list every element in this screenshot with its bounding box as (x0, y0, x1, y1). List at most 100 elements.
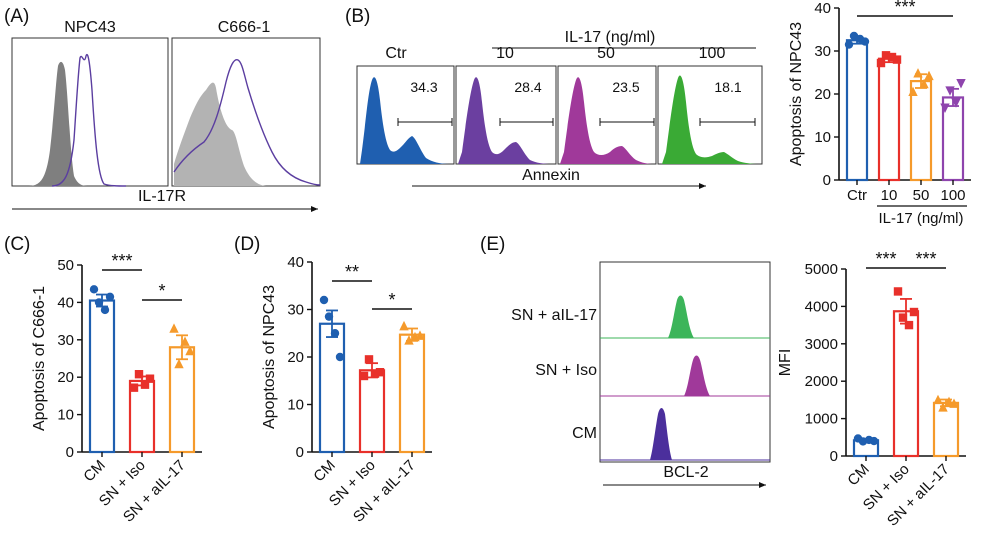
data-point (169, 323, 179, 333)
data-point (94, 298, 104, 307)
panel-b-hist-ctr: Ctr 34.3 (356, 45, 455, 165)
panel-a-npc43-stain (51, 53, 127, 187)
panel-e-hist-frame (599, 261, 771, 463)
panel-b-letter: (B) (345, 6, 370, 27)
panel-e-hist-label: CM (572, 425, 597, 442)
panel-e-histograms: (E) SN + aIL-17 SN + Iso CM BCL-2 (480, 234, 771, 488)
x-axis-label: IL-17 (ng/ml) (878, 210, 963, 227)
bar (88, 299, 116, 454)
panel-e-hist-cm: CM (572, 408, 770, 461)
bar (358, 369, 386, 454)
panel-d-letter: (D) (234, 234, 260, 255)
data-point (940, 103, 950, 113)
panel-a-c6661-isotype (174, 82, 268, 186)
panel-a-npc43-isotype (28, 61, 90, 186)
data-point (145, 374, 155, 383)
panel-e-hist-label: SN + Iso (535, 362, 597, 379)
panel-e-hist-iso: SN + Iso (535, 355, 770, 397)
data-point (908, 86, 918, 97)
panel-e-hist-label: SN + aIL-17 (511, 307, 597, 324)
x-tick-label: 100 (940, 187, 965, 204)
y-tick-label: 4000 (805, 298, 838, 315)
significance-label: *** (111, 251, 132, 271)
panel-c-letter: (C) (4, 234, 30, 255)
data-point (949, 398, 959, 408)
data-point (330, 329, 340, 338)
data-point (945, 86, 955, 96)
data-point (180, 336, 190, 346)
panel-e-xlabel: BCL-2 (663, 464, 708, 481)
panel-a-npc43-label: NPC43 (64, 19, 116, 36)
y-tick-label: 20 (814, 86, 831, 103)
data-point (844, 40, 854, 49)
x-tick-label: CM (310, 457, 339, 486)
panel-a-c6661-histogram: C666-1 (171, 19, 321, 187)
y-tick-label: 1000 (805, 411, 838, 428)
panel-b-hist-fill (360, 77, 450, 164)
data-point (105, 292, 115, 301)
data-point (938, 402, 948, 412)
x-tick-label: 10 (881, 187, 898, 204)
data-point (904, 320, 914, 330)
panel-b-xlabel: Annexin (522, 167, 580, 184)
panel-b-hist-fill (662, 75, 760, 164)
panel-b-hist-fill (458, 77, 552, 164)
data-point (415, 330, 425, 340)
significance-label: *** (875, 249, 896, 269)
panel-b-hist-10: 10 28.4 (455, 45, 557, 165)
y-tick-label: 10 (287, 397, 304, 414)
y-tick-label: 5000 (805, 261, 838, 278)
panel-a-letter: (A) (4, 6, 29, 27)
y-tick-label: 10 (57, 407, 74, 424)
panel-b-hist-label: 100 (699, 45, 726, 62)
data-point (909, 307, 919, 317)
panel-b-hist-value: 28.4 (514, 79, 541, 95)
y-tick-label: 30 (287, 302, 304, 319)
data-point (924, 70, 934, 81)
panel-a-npc43-histogram: NPC43 (11, 19, 169, 187)
data-point (129, 383, 139, 392)
panel-b-hist-100: 100 18.1 (657, 45, 763, 165)
panel-b-hist-label: 50 (597, 45, 615, 62)
data-point (185, 345, 195, 356)
y-tick-label: 40 (814, 0, 831, 17)
data-point (375, 368, 385, 377)
panel-e-hist-fill (684, 355, 710, 396)
panel-b-hist-value: 34.3 (410, 79, 437, 95)
y-tick-label: 0 (823, 172, 831, 189)
y-tick-label: 30 (814, 43, 831, 60)
panel-b-hist-50: 50 23.5 (557, 45, 657, 165)
panel-b-histograms: (B) IL-17 (ng/ml) Ctr 34.3 10 28.4 50 (345, 6, 763, 189)
bar (398, 333, 426, 454)
data-point (134, 370, 144, 379)
data-point (370, 369, 380, 378)
y-tick-label: 3000 (805, 336, 838, 353)
panel-b-hist-value: 23.5 (612, 79, 639, 95)
data-point (881, 51, 891, 60)
data-point (174, 358, 184, 369)
data-point (319, 295, 329, 305)
data-point (944, 396, 954, 406)
y-tick-label: 20 (287, 349, 304, 366)
x-tick-label: 50 (913, 187, 930, 204)
bar (318, 322, 346, 454)
panel-a-npc43-frame (11, 37, 169, 187)
data-point (913, 68, 923, 78)
panel-e-hist-fill (650, 408, 672, 460)
panel-b-group-label: IL-17 (ng/ml) (565, 29, 656, 46)
y-axis-label: Apoptosis of NPC43 (788, 22, 805, 166)
y-tick-label: 10 (814, 129, 831, 146)
panel-a: (A) NPC43 C666-1 IL-17R (4, 6, 321, 212)
data-point (956, 79, 966, 89)
y-tick-label: 40 (57, 294, 74, 311)
bar (877, 57, 901, 182)
y-tick-label: 0 (830, 448, 838, 465)
data-point (89, 285, 99, 294)
x-tick-label: Ctr (847, 187, 867, 204)
data-point (892, 55, 902, 64)
significance-label: ** (345, 262, 359, 282)
